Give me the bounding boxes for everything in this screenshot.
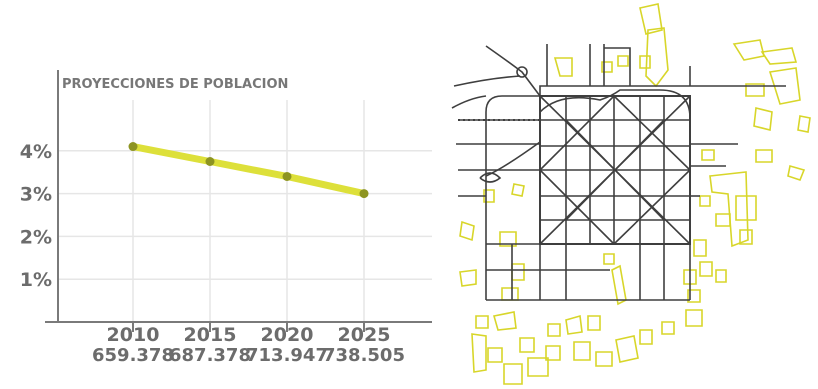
x-tick-sublabel: 738.505 — [323, 345, 405, 366]
data-point — [359, 189, 369, 199]
x-tick-sublabel: 687.378 — [169, 345, 251, 366]
data-point — [205, 157, 215, 166]
chart-title: PROYECCIONES DE POBLACION — [62, 77, 288, 92]
grid-lines — [58, 100, 432, 322]
population-chart: PROYECCIONES DE POBLACION 1%2%3%4% 20106… — [20, 70, 432, 366]
street-network — [451, 44, 786, 301]
x-tick-label: 2020 — [261, 324, 314, 346]
y-tick-label: 1% — [20, 269, 52, 291]
series-line — [129, 143, 368, 198]
x-tick-label: 2010 — [107, 324, 160, 346]
y-tick-label: 2% — [20, 226, 52, 248]
population-series — [128, 142, 369, 199]
y-tick-label: 3% — [20, 184, 52, 206]
y-tick-label: 4% — [20, 141, 52, 163]
x-tick-sublabel: 713.947 — [246, 345, 328, 366]
building-footprints — [459, 3, 811, 385]
x-tick-label: 2025 — [338, 324, 391, 346]
data-point — [282, 171, 292, 181]
x-tick-sublabel: 659.378 — [92, 345, 174, 366]
x-tick-label: 2015 — [184, 324, 237, 346]
data-point — [128, 142, 138, 152]
y-tick-labels: 1% 2% 3% 4% — [20, 141, 52, 291]
